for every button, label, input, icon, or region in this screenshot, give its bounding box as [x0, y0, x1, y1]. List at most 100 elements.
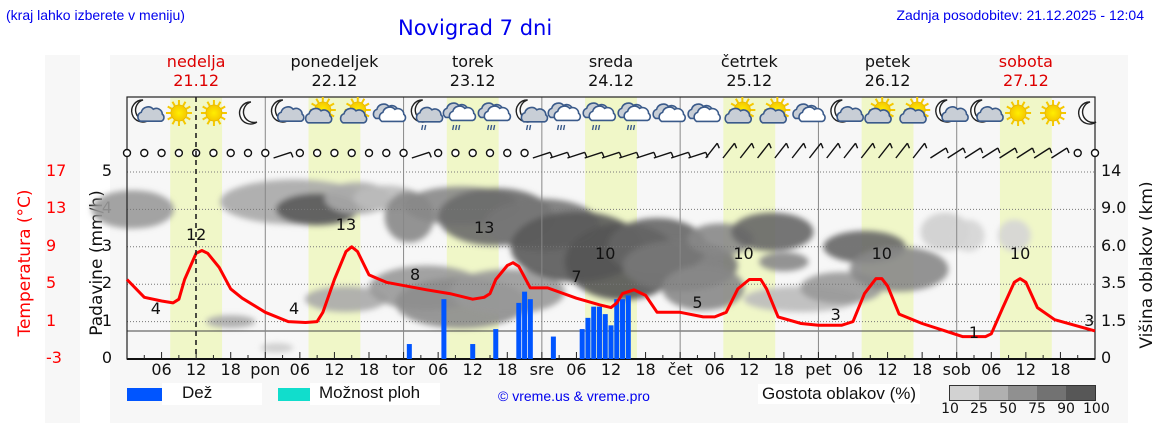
- day-date: 24.12: [588, 71, 634, 90]
- day-date: 21.12: [173, 71, 220, 90]
- wind-barb-icon: [791, 142, 807, 159]
- sun-cloud-icon: [759, 97, 791, 124]
- density-tick: 50: [999, 401, 1017, 417]
- wind-barb-icon: [1073, 148, 1082, 158]
- wind-barb-icon: [485, 148, 495, 158]
- x-tick: 12: [462, 360, 483, 379]
- density-tick: 100: [1083, 401, 1110, 417]
- wind-barb-icon: [912, 142, 928, 159]
- cloud-density-scale: [949, 385, 1096, 401]
- x-tick: 18: [773, 360, 795, 379]
- density-swatch: [1037, 386, 1066, 400]
- wind-barb-icon: [947, 147, 966, 159]
- sun-cloud-icon: [899, 97, 931, 124]
- wind-barb-icon: [261, 148, 270, 158]
- day-name: sobota: [998, 52, 1053, 71]
- wind-barb-icon: [532, 151, 553, 159]
- svg-text:10: 10: [872, 244, 892, 263]
- svg-text:8: 8: [410, 265, 420, 284]
- svg-text:10: 10: [733, 244, 753, 263]
- x-tick: sob: [942, 360, 971, 379]
- density-swatch: [1066, 386, 1095, 400]
- region-hint[interactable]: (kraj lahko izberete v meniju): [6, 7, 185, 23]
- grid-lines: [126, 96, 1096, 360]
- axis-tick: 6.0: [1101, 235, 1127, 255]
- svg-text:3: 3: [831, 305, 841, 324]
- svg-text:1: 1: [969, 323, 979, 342]
- wind-barb-icon: [722, 142, 738, 159]
- wind-barb-icon: [964, 147, 984, 159]
- moon-cloud-icon: [131, 99, 165, 123]
- wind-barb-icon: [826, 142, 841, 159]
- wind-barbs-row: [122, 142, 1100, 159]
- sun-cloud-icon: [864, 97, 896, 124]
- axis-tick: 3.5: [1101, 273, 1127, 293]
- axis-tick: 13: [46, 198, 67, 218]
- cloud-rain-icon: [582, 102, 617, 131]
- moon-cloud-icon: [935, 99, 969, 123]
- x-tick: pet: [805, 360, 832, 379]
- wind-barb-icon: [1033, 147, 1053, 159]
- day-header: nedelja 21.12: [136, 52, 256, 90]
- axis-tick: 17: [46, 161, 67, 180]
- day-name: četrtek: [720, 52, 778, 71]
- x-tick: 06: [704, 360, 725, 379]
- day-header: četrtek 25.12: [689, 52, 809, 90]
- wind-barb-icon: [520, 148, 529, 158]
- moon-icon: [238, 101, 258, 125]
- wind-barb-icon: [549, 151, 571, 159]
- wind-barb-icon: [140, 148, 149, 158]
- density-tick: 10: [941, 401, 959, 417]
- axis-tick: 1: [101, 310, 112, 330]
- wind-barb-icon: [567, 151, 588, 159]
- copyright-link[interactable]: © vreme.us & vreme.pro: [498, 388, 650, 404]
- wind-barb-icon: [636, 151, 657, 159]
- axis-tick: 3: [101, 235, 112, 255]
- wind-barb-icon: [843, 142, 859, 159]
- wind-barb-icon: [619, 151, 640, 159]
- wind-barb-icon: [226, 148, 235, 158]
- cloud-density-label: Gostota oblakov (%): [758, 384, 921, 404]
- x-tick: 06: [427, 360, 449, 379]
- wind-barb-icon: [808, 142, 824, 159]
- wind-barb-icon: [330, 148, 339, 158]
- rain-legend-label: Dež: [162, 383, 262, 405]
- x-tick: 06: [981, 360, 1002, 379]
- x-tick: 12: [877, 360, 898, 379]
- x-tick: 06: [151, 360, 172, 379]
- axis-tick: 1.5: [1101, 310, 1127, 330]
- wind-barb-icon: [584, 151, 605, 159]
- wind-barb-icon: [295, 148, 305, 158]
- x-tick: 06: [842, 360, 864, 379]
- wind-barb-icon: [981, 147, 1001, 159]
- showers-legend-label: Možnost ploh: [310, 383, 440, 405]
- wind-barb-icon: [243, 148, 253, 158]
- x-tick: 06: [566, 360, 587, 379]
- day-date: 25.12: [726, 71, 773, 90]
- cloud-rain-icon: [617, 102, 651, 131]
- wind-barb-icon: [878, 142, 893, 159]
- axis-tick: 0: [1101, 348, 1112, 367]
- cloud-rain-icon: [477, 102, 512, 131]
- sun-cloud-icon: [724, 97, 756, 124]
- day-date: 27.12: [1002, 71, 1049, 90]
- wind-barb-icon: [670, 151, 692, 159]
- cloud-rain-icon: [442, 102, 477, 131]
- last-update: Zadnja posodobitev: 21.12.2025 - 12:04: [896, 7, 1144, 23]
- wind-barb-icon: [433, 148, 443, 158]
- sun-icon: [1005, 100, 1032, 126]
- day-name: sreda: [588, 52, 634, 71]
- day-date: 23.12: [449, 71, 496, 90]
- temperature-line: [125, 245, 1096, 339]
- day-name: petek: [864, 52, 911, 71]
- wind-barb-icon: [503, 148, 512, 158]
- wind-barb-icon: [930, 147, 949, 159]
- svg-text:10: 10: [595, 244, 615, 263]
- day-date: 22.12: [311, 71, 358, 90]
- x-tick: 12: [600, 360, 622, 379]
- moon-icon: [1078, 101, 1097, 125]
- svg-text:7: 7: [571, 267, 581, 286]
- x-tick: pon: [250, 360, 281, 379]
- x-tick: 18: [497, 360, 518, 379]
- wind-barb-icon: [364, 148, 374, 158]
